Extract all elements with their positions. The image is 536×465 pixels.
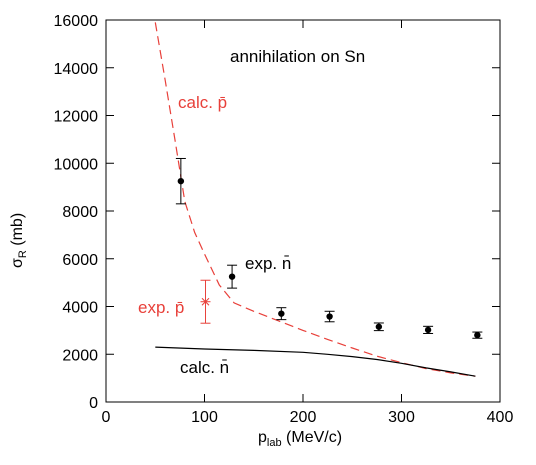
x-tick-label-1: 100 <box>191 409 218 426</box>
label-exp-nbar: exp. n̄ <box>245 254 291 273</box>
x-axis-title-sub: lab <box>267 437 282 449</box>
y-tick-label-4: 8000 <box>62 204 98 221</box>
chart-title: annihilation on Sn <box>230 47 365 66</box>
exp-nbar-point-5 <box>424 326 432 334</box>
y-tick-label-0: 0 <box>89 395 98 412</box>
x-axis-title: plab (MeV/c) <box>258 429 342 449</box>
exp-nbar-point-2 <box>278 310 285 317</box>
y-tick-label-6: 12000 <box>54 109 99 126</box>
y-axis-title: σR (mb) <box>9 213 29 268</box>
exp-nbar-point-1 <box>228 273 236 280</box>
x-axis-title-main: p <box>258 429 267 446</box>
x-tick-label-4: 400 <box>487 409 514 426</box>
label-calc-pbar: calc. p̄ <box>178 93 227 112</box>
y-tick-label-1: 2000 <box>62 347 98 364</box>
exp-nbar-point-6 <box>474 331 481 339</box>
tick-labels: 0 100 200 300 400020004000600080001000012000… <box>54 13 514 426</box>
series-line-calc-nbar <box>155 346 476 377</box>
plot-frame <box>105 19 501 403</box>
exp-nbar-point-4 <box>375 323 383 330</box>
exp-nbar-point-3 <box>326 313 333 320</box>
y-tick-label-8: 16000 <box>54 13 99 30</box>
axis-ticks <box>105 19 501 403</box>
x-axis-title-rest: (MeV/c) <box>282 429 342 446</box>
y-tick-label-3: 6000 <box>62 252 98 269</box>
y-tick-label-7: 14000 <box>54 61 99 78</box>
y-axis-title-rest: (mb) <box>9 213 26 250</box>
label-calc-nbar: calc. n̄ <box>180 358 229 377</box>
y-tick-label-2: 4000 <box>62 300 98 317</box>
exp-nbar-point-0 <box>177 177 185 185</box>
y-tick-label-5: 10000 <box>54 156 99 173</box>
plot-area <box>154 22 483 377</box>
label-exp-pbar: exp. p̄ <box>138 298 184 317</box>
x-tick-label-3: 300 <box>388 409 415 426</box>
y-axis-title-sub: R <box>17 250 29 258</box>
x-tick-label-2: 200 <box>290 409 317 426</box>
exp-pbar-star-d2-0 <box>201 297 210 306</box>
x-tick-label-0: 0 <box>102 409 111 426</box>
y-axis-title-main: σ <box>9 258 26 268</box>
